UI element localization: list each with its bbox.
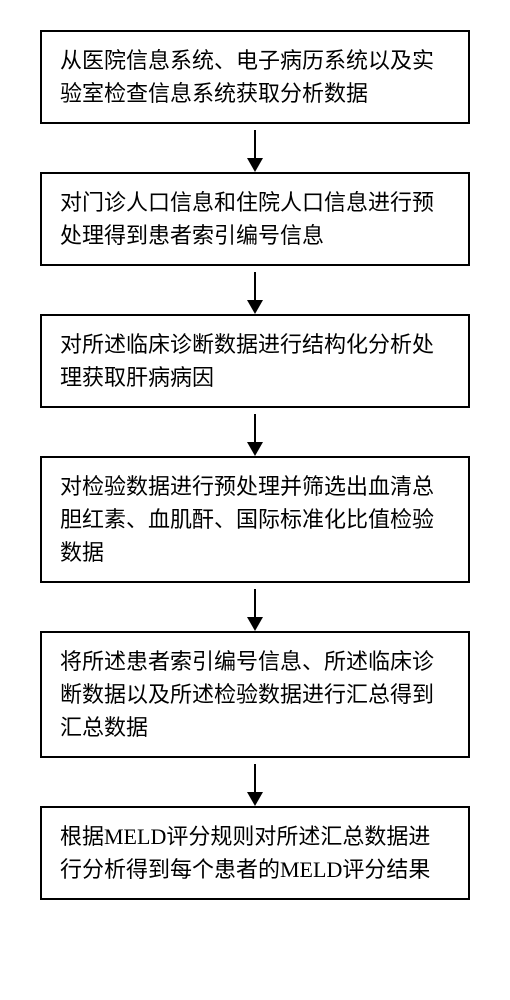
flow-step-4: 对检验数据进行预处理并筛选出血清总胆红素、血肌酐、国际标准化比值检验数据 (40, 456, 470, 583)
arrow-5 (254, 758, 256, 806)
arrow-2 (254, 266, 256, 314)
flow-step-1-text: 从医院信息系统、电子病历系统以及实验室检查信息系统获取分析数据 (60, 44, 450, 110)
flow-step-2: 对门诊人口信息和住院人口信息进行预处理得到患者索引编号信息 (40, 172, 470, 266)
flow-step-1: 从医院信息系统、电子病历系统以及实验室检查信息系统获取分析数据 (40, 30, 470, 124)
flow-step-2-text: 对门诊人口信息和住院人口信息进行预处理得到患者索引编号信息 (60, 186, 450, 252)
flow-step-3: 对所述临床诊断数据进行结构化分析处理获取肝病病因 (40, 314, 470, 408)
flow-step-3-text: 对所述临床诊断数据进行结构化分析处理获取肝病病因 (60, 328, 450, 394)
flow-step-5-text: 将所述患者索引编号信息、所述临床诊断数据以及所述检验数据进行汇总得到汇总数据 (60, 645, 450, 744)
flow-step-4-text: 对检验数据进行预处理并筛选出血清总胆红素、血肌酐、国际标准化比值检验数据 (60, 470, 450, 569)
arrow-1 (254, 124, 256, 172)
flow-step-6-text: 根据MELD评分规则对所述汇总数据进行分析得到每个患者的MELD评分结果 (60, 820, 450, 886)
flow-step-5: 将所述患者索引编号信息、所述临床诊断数据以及所述检验数据进行汇总得到汇总数据 (40, 631, 470, 758)
arrow-4 (254, 583, 256, 631)
arrow-3 (254, 408, 256, 456)
flow-step-6: 根据MELD评分规则对所述汇总数据进行分析得到每个患者的MELD评分结果 (40, 806, 470, 900)
